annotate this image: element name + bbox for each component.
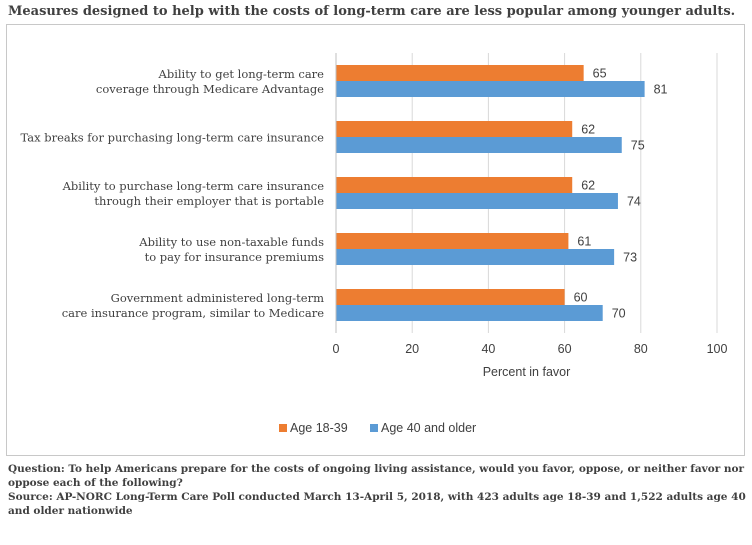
- chart-title: Measures designed to help with the costs…: [8, 4, 736, 19]
- data-label-older-0: 81: [654, 83, 668, 97]
- legend-swatch-0: [279, 424, 287, 432]
- data-label-young-0: 65: [593, 67, 607, 81]
- x-tick-label-40: 40: [481, 342, 495, 356]
- x-tick-label-0: 0: [333, 342, 340, 356]
- category-label-0-1: coverage through Medicare Advantage: [96, 82, 324, 96]
- bar-young-4: [336, 289, 565, 305]
- legend-label-0: Age 18-39: [290, 421, 348, 435]
- category-label-0-0: Ability to get long-term care: [158, 67, 325, 81]
- category-label-2-1: through their employer that is portable: [94, 194, 324, 208]
- legend-label-1: Age 40 and older: [381, 421, 476, 435]
- category-label-4-0: Government administered long-term: [111, 291, 324, 305]
- chart-frame: 0 20 40 60 80 100 65 81 Ability to get long-term…: [6, 24, 745, 456]
- chart-notes: Question: To help Americans prepare for …: [8, 462, 748, 518]
- x-tick-label-60: 60: [558, 342, 572, 356]
- legend-swatch-1: [370, 424, 378, 432]
- bar-young-3: [336, 233, 569, 249]
- x-axis-title: Percent in favor: [483, 365, 571, 379]
- bar-older-0: [336, 81, 645, 97]
- data-label-young-3: 61: [577, 235, 591, 249]
- category-label-3-1: to pay for insurance premiums: [145, 250, 325, 264]
- category-label-2-0: Ability to purchase long-term care insur…: [62, 179, 325, 193]
- category-label-3-0: Ability to use non-taxable funds: [138, 235, 324, 249]
- bar-older-4: [336, 305, 603, 321]
- category-label-1-0: Tax breaks for purchasing long-term care…: [20, 131, 324, 145]
- bar-young-2: [336, 177, 573, 193]
- bar-older-1: [336, 137, 622, 153]
- data-label-older-3: 73: [623, 251, 637, 265]
- question-note: Question: To help Americans prepare for …: [8, 463, 745, 489]
- bar-young-1: [336, 121, 573, 137]
- bar-chart: 0 20 40 60 80 100 65 81 Ability to get long-term…: [20, 53, 728, 435]
- source-note: Source: AP-NORC Long-Term Care Poll cond…: [8, 491, 746, 517]
- data-label-older-1: 75: [631, 139, 645, 153]
- data-label-young-1: 62: [581, 123, 595, 137]
- x-tick-label-20: 20: [405, 342, 419, 356]
- bar-older-3: [336, 249, 615, 265]
- bar-young-0: [336, 65, 584, 81]
- data-label-older-2: 74: [627, 195, 641, 209]
- x-tick-label-80: 80: [634, 342, 648, 356]
- bar-older-2: [336, 193, 618, 209]
- category-label-4-1: care insurance program, similar to Medic…: [62, 306, 324, 320]
- x-tick-label-100: 100: [707, 342, 728, 356]
- data-label-young-4: 60: [574, 291, 588, 305]
- data-label-older-4: 70: [612, 307, 626, 321]
- data-label-young-2: 62: [581, 179, 595, 193]
